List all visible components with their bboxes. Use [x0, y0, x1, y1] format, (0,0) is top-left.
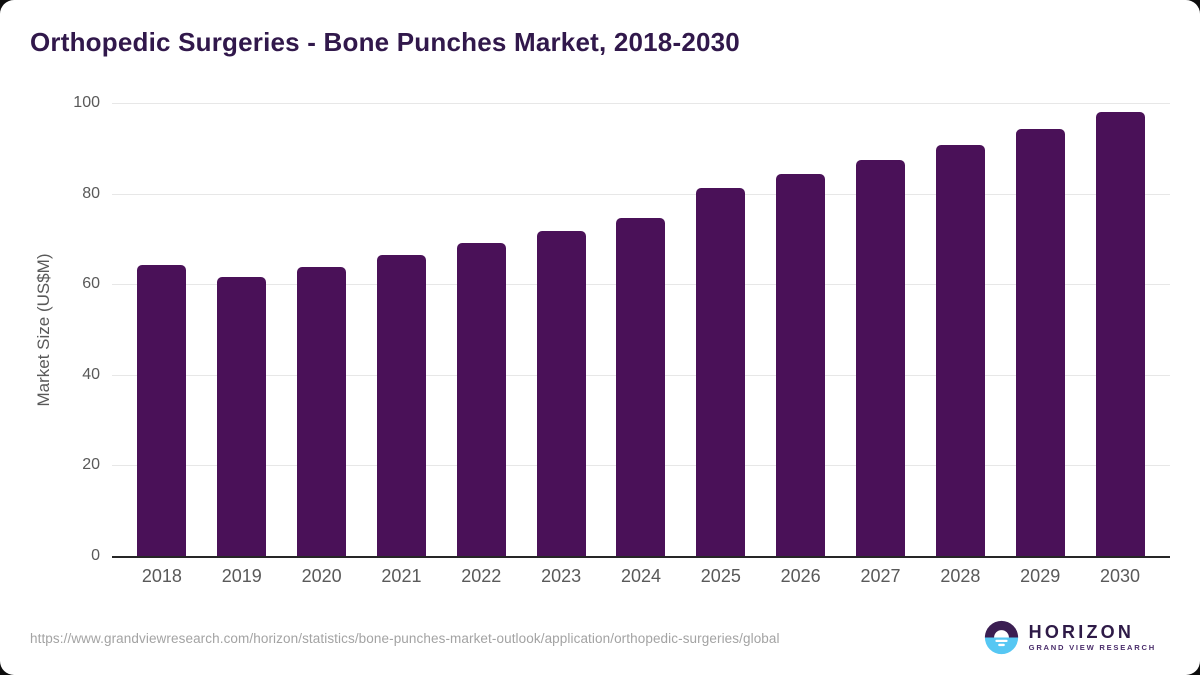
- bar-slot-2026: [761, 103, 841, 556]
- x-tick-label-2027: 2027: [860, 566, 901, 586]
- gridline-100: [112, 103, 1170, 104]
- bar-2023: [536, 230, 586, 556]
- bars: [112, 103, 1170, 556]
- bar-2018: [137, 265, 187, 556]
- bar-slot-2027: [841, 103, 921, 556]
- bar-slot-2023: [521, 103, 601, 556]
- y-tick-label-0: 0: [91, 547, 100, 564]
- bar-slot-2019: [202, 103, 282, 556]
- bar-2025: [696, 188, 746, 556]
- gridline-80: [112, 193, 1170, 195]
- chart-title: Orthopedic Surgeries - Bone Punches Mark…: [30, 27, 740, 57]
- bar-slot-2025: [681, 103, 761, 556]
- bar-2022: [456, 243, 506, 556]
- horizon-logo: HORIZON GRAND VIEW RESEARCH: [984, 620, 1156, 655]
- bar-2028: [935, 145, 985, 556]
- horizon-logo-icon: [984, 620, 1018, 655]
- x-tick-label-2021: 2021: [381, 566, 422, 586]
- bar-slot-2021: [362, 103, 442, 556]
- x-tick-label-2028: 2028: [940, 566, 981, 586]
- x-tick-label-2018: 2018: [141, 566, 182, 586]
- y-tick-label-40: 40: [82, 365, 100, 383]
- x-tick-label-2029: 2029: [1020, 566, 1061, 586]
- y-tick-labels: 0 20 40 60 80 100: [0, 94, 100, 564]
- x-tick-label-2030: 2030: [1100, 566, 1141, 586]
- bar-slot-2024: [601, 103, 681, 556]
- horizon-logo-subtitle: GRAND VIEW RESEARCH: [1028, 643, 1156, 653]
- horizon-logo-name: HORIZON: [1028, 621, 1135, 642]
- bar-2020: [297, 267, 347, 556]
- bar-2027: [856, 159, 906, 556]
- x-tick-label-2024: 2024: [620, 566, 661, 586]
- bar-slot-2028: [920, 103, 1000, 556]
- x-tick-label-2020: 2020: [301, 566, 342, 586]
- bar-slot-2029: [1000, 103, 1080, 556]
- plot-area: [112, 103, 1170, 558]
- bar-2024: [616, 217, 666, 556]
- bar-slot-2022: [441, 103, 521, 556]
- y-tick-label-20: 20: [82, 456, 100, 474]
- y-tick-label-80: 80: [82, 184, 100, 202]
- x-tick-label-2026: 2026: [780, 566, 821, 586]
- x-tick-label-2022: 2022: [461, 566, 502, 586]
- bar-2021: [376, 254, 426, 556]
- bar-2026: [776, 174, 826, 556]
- x-tick-labels: 2018 2019 2020 2021 2022 2023 2024 2025 2026 2027…: [112, 566, 1170, 587]
- y-tick-label-100: 100: [73, 94, 100, 111]
- bar-slot-2018: [122, 103, 202, 556]
- bar-2030: [1095, 112, 1145, 556]
- bar-2019: [217, 277, 267, 556]
- x-tick-label-2025: 2025: [700, 566, 741, 586]
- bar-2029: [1015, 128, 1065, 556]
- x-tick-label-2019: 2019: [221, 566, 262, 586]
- horizon-logo-text: HORIZON GRAND VIEW RESEARCH: [1028, 621, 1156, 653]
- bar-slot-2020: [282, 103, 362, 556]
- y-tick-label-60: 60: [82, 275, 100, 293]
- bar-slot-2030: [1080, 103, 1160, 556]
- source-url: https://www.grandviewresearch.com/horizo…: [30, 631, 780, 646]
- x-tick-label-2023: 2023: [541, 566, 582, 586]
